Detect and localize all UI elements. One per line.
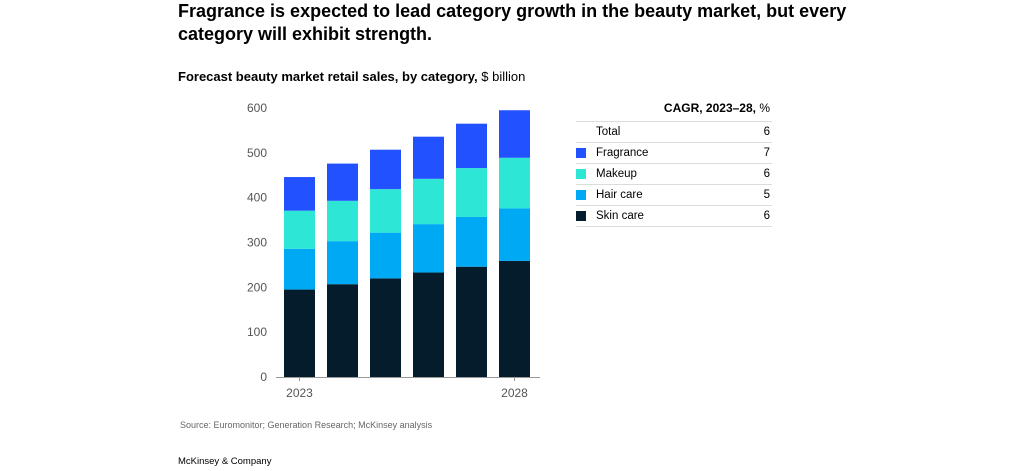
bar-segment [327, 200, 358, 242]
legend-cagr: 7 [763, 147, 770, 159]
bar-segment [413, 224, 444, 273]
x-tick-label: 2028 [501, 386, 528, 400]
bar-segment [499, 157, 530, 209]
bar-segment [499, 260, 530, 377]
bar-segment [456, 168, 487, 217]
source-note: Source: Euromonitor; Generation Research… [180, 420, 433, 430]
y-tick-label: 500 [247, 146, 267, 160]
legend-row-skin-care: Skin care 6 [576, 205, 772, 227]
legend-row-fragrance: Fragrance 7 [576, 142, 772, 163]
y-tick-label: 200 [247, 280, 267, 294]
y-tick-label: 100 [247, 325, 267, 339]
bar-segment [413, 272, 444, 377]
bar-segment [370, 149, 401, 190]
bar-segment [284, 289, 315, 377]
y-tick-label: 600 [247, 101, 267, 115]
legend-cagr: 6 [763, 168, 770, 180]
x-tick-label: 2023 [286, 386, 313, 400]
legend-row-total: Total 6 [576, 121, 772, 142]
bar-segment [327, 241, 358, 285]
y-tick-label: 0 [260, 370, 267, 384]
bar-segment [284, 210, 315, 249]
bar-segment [370, 232, 401, 279]
legend-cagr: 5 [763, 189, 770, 201]
bar-segment [456, 216, 487, 267]
cagr-header-title: CAGR, 2023–28, [663, 101, 756, 115]
legend-label: Total [596, 126, 621, 138]
bar-segment [413, 136, 444, 179]
chart-subtitle-unit: $ billion [481, 69, 526, 84]
cagr-header-unit: % [759, 101, 770, 115]
bar-segment [370, 189, 401, 233]
bar-segment [284, 177, 315, 211]
brand-footer: McKinsey & Company [178, 456, 272, 467]
bar-segment [413, 178, 444, 225]
bar-segment [284, 248, 315, 290]
legend-cagr: 6 [763, 210, 770, 222]
legend-table: Total 6 Fragrance 7 Makeup 6 Hair care 5… [576, 121, 772, 227]
legend-cagr: 6 [763, 126, 770, 138]
chart-subtitle-title: Forecast beauty market retail sales, by … [178, 69, 478, 84]
bar-segment [327, 163, 358, 201]
legend-label: Makeup [596, 168, 637, 180]
legend-label: Hair care [596, 189, 643, 201]
bar-segment [370, 278, 401, 377]
chart-subtitle: Forecast beauty market retail sales, by … [178, 68, 525, 86]
legend-row-makeup: Makeup 6 [576, 163, 772, 184]
bar-segment [456, 266, 487, 377]
y-tick-label: 300 [247, 236, 267, 250]
bar-segment [499, 208, 530, 261]
headline: Fragrance is expected to lead category g… [178, 1, 847, 44]
stacked-bar-chart: 0 100 200 300 400 500 600 2023 2028 [247, 101, 540, 400]
bar-segment [327, 284, 358, 377]
cagr-header: CAGR, 2023–28, % [576, 100, 770, 116]
legend-row-hair-care: Hair care 5 [576, 184, 772, 205]
legend-swatch [576, 169, 586, 179]
legend-label: Fragrance [596, 147, 649, 159]
legend-swatch [576, 148, 586, 158]
y-tick-label: 400 [247, 191, 267, 205]
legend-swatch [576, 190, 586, 200]
legend-label: Skin care [596, 210, 644, 222]
bar-segment [456, 123, 487, 169]
legend-swatch [576, 211, 586, 221]
bar-segment [499, 110, 530, 158]
